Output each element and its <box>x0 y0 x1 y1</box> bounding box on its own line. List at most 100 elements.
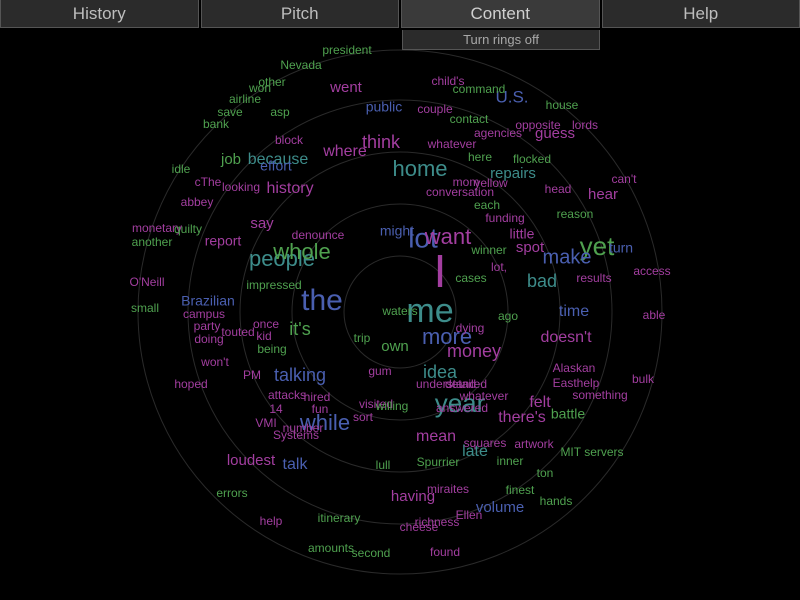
word-monetary[interactable]: monetary <box>132 221 182 235</box>
word-squares[interactable]: squares <box>464 436 507 450</box>
word-can-t[interactable]: can't <box>612 172 638 186</box>
word-cheese[interactable]: cheese <box>400 520 439 534</box>
word-nevada[interactable]: Nevada <box>280 58 322 72</box>
word-won[interactable]: won <box>248 81 271 95</box>
word-dying[interactable]: dying <box>456 321 485 335</box>
word-lot[interactable]: lot <box>408 222 438 253</box>
word-miraites[interactable]: miraites <box>427 482 469 496</box>
word-something[interactable]: something <box>572 388 627 402</box>
word-impressed[interactable]: impressed <box>246 278 301 292</box>
word-history[interactable]: history <box>266 180 313 197</box>
word-i[interactable]: I <box>434 245 447 297</box>
word-amounts[interactable]: amounts <box>308 541 354 555</box>
word-winner[interactable]: winner <box>470 243 506 257</box>
word-kid[interactable]: kid <box>256 329 271 343</box>
word-answered[interactable]: answered <box>436 401 488 415</box>
word-year[interactable]: year <box>435 388 486 418</box>
word-say[interactable]: say <box>250 215 274 232</box>
word-inner[interactable]: inner <box>497 454 524 468</box>
word-denounce[interactable]: denounce <box>292 228 345 242</box>
word-save[interactable]: save <box>217 105 243 119</box>
word-talk[interactable]: talk <box>283 456 309 473</box>
word-opposite[interactable]: opposite <box>515 118 561 132</box>
word-block[interactable]: block <box>275 133 304 147</box>
word-public[interactable]: public <box>366 99 403 115</box>
word-trip[interactable]: trip <box>354 331 371 345</box>
word-bulk[interactable]: bulk <box>632 372 655 386</box>
word-hands[interactable]: hands <box>540 494 573 508</box>
word-access[interactable]: access <box>633 264 670 278</box>
word-cthe[interactable]: cThe <box>195 175 222 189</box>
word-spurrier[interactable]: Spurrier <box>417 455 460 469</box>
word-yellow[interactable]: yellow <box>474 176 508 190</box>
word-vmi[interactable]: VMI <box>255 416 276 430</box>
word-job[interactable]: job <box>220 151 241 168</box>
word-volume[interactable]: volume <box>476 499 524 516</box>
word-touted[interactable]: touted <box>221 325 254 339</box>
word-battle[interactable]: battle <box>551 406 585 422</box>
word-airline[interactable]: airline <box>229 92 261 106</box>
word-turn[interactable]: turn <box>609 240 633 256</box>
word-it-s[interactable]: it's <box>289 319 310 339</box>
word-help[interactable]: help <box>260 514 283 528</box>
word-late[interactable]: late <box>462 443 488 460</box>
word-asp[interactable]: asp <box>270 105 290 119</box>
word-might[interactable]: might <box>380 223 414 239</box>
word-other[interactable]: other <box>258 75 285 89</box>
word-little[interactable]: little <box>510 226 535 242</box>
word-home[interactable]: home <box>392 156 447 181</box>
word-reason[interactable]: reason <box>557 207 594 221</box>
word-house[interactable]: house <box>546 98 579 112</box>
word-ton[interactable]: ton <box>537 466 554 480</box>
word-conversation[interactable]: conversation <box>426 185 494 199</box>
word-think[interactable]: think <box>362 132 401 152</box>
word-waters[interactable]: waters <box>381 304 417 318</box>
word-there-s[interactable]: there's <box>498 409 546 426</box>
tab-help[interactable]: Help <box>601 0 800 28</box>
word-mom[interactable]: mom <box>453 175 480 189</box>
turn-rings-off-option[interactable]: Turn rings off <box>402 30 600 50</box>
word-quilty[interactable]: quilty <box>174 222 202 236</box>
word-lull[interactable]: lull <box>376 458 391 472</box>
tab-history[interactable]: History <box>0 0 199 28</box>
word-hired[interactable]: hired <box>304 390 331 404</box>
word-fun[interactable]: fun <box>312 402 329 416</box>
word-funding[interactable]: funding <box>485 211 524 225</box>
word-people[interactable]: people <box>249 246 315 271</box>
word-small[interactable]: small <box>131 301 159 315</box>
word-understand[interactable]: understand <box>416 377 476 391</box>
word-artwork[interactable]: artwork <box>514 437 554 451</box>
word-head[interactable]: head <box>545 182 572 196</box>
word-abbey[interactable]: abbey <box>181 195 214 209</box>
word-another[interactable]: another <box>132 235 173 249</box>
word-ellen[interactable]: Ellen <box>456 508 483 522</box>
word-able[interactable]: able <box>643 308 666 322</box>
word-lot[interactable]: lot, <box>491 260 507 274</box>
word-won-t[interactable]: won't <box>200 355 229 369</box>
word-own[interactable]: own <box>381 338 409 355</box>
word-repairs[interactable]: repairs <box>490 165 536 182</box>
word-detailed[interactable]: detailed <box>445 377 487 391</box>
word-flocked[interactable]: flocked <box>513 152 551 166</box>
word-campus[interactable]: campus <box>183 307 225 321</box>
word-doing[interactable]: doing <box>194 332 223 346</box>
word-having[interactable]: having <box>391 488 435 505</box>
word-errors[interactable]: errors <box>216 486 247 500</box>
word-felt[interactable]: felt <box>529 394 551 411</box>
word-loudest[interactable]: loudest <box>227 452 276 469</box>
word-bank[interactable]: bank <box>203 117 230 131</box>
word-idle[interactable]: idle <box>172 162 191 176</box>
word-me[interactable]: me <box>406 292 453 330</box>
word-while[interactable]: while <box>299 410 350 435</box>
word-bad[interactable]: bad <box>527 271 557 291</box>
word-money[interactable]: money <box>447 341 501 361</box>
word-whatever[interactable]: whatever <box>459 389 509 403</box>
word-contact[interactable]: contact <box>450 112 489 126</box>
word-o-neill[interactable]: O'Neill <box>130 275 165 289</box>
word-lords[interactable]: lords <box>572 118 598 132</box>
word-agencies[interactable]: agencies <box>474 126 522 140</box>
word-report[interactable]: report <box>205 233 242 249</box>
word-brazilian[interactable]: Brazilian <box>181 293 235 309</box>
word-idea[interactable]: idea <box>423 362 458 382</box>
word-second[interactable]: second <box>352 546 391 560</box>
